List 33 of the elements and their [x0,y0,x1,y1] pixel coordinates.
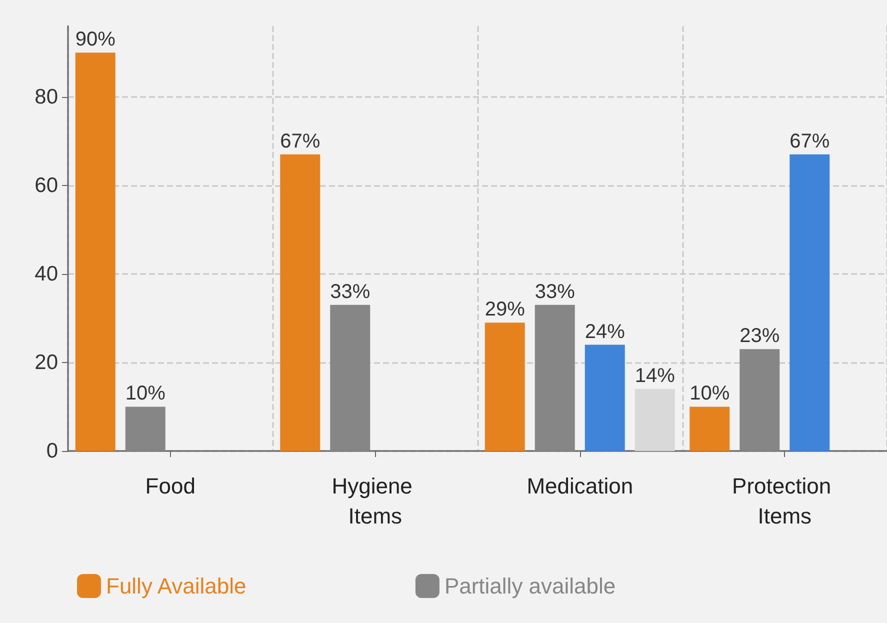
x-tick-label: Protection Items [732,474,838,528]
y-tick-label: 60 [34,174,58,197]
y-tick-label: 40 [34,262,58,286]
data-label: 14% [634,365,676,388]
data-label: 90% [75,28,116,51]
bar [125,406,166,451]
bar [740,349,780,451]
data-label: 29% [484,298,526,321]
bar [330,304,370,451]
bar [280,154,320,451]
x-tick-label: Food [145,474,196,498]
bar [634,389,675,451]
bar [484,322,525,451]
x-tick-label: Hygiene Items [332,474,419,528]
data-label: 67% [280,130,320,152]
bar [534,304,575,451]
data-label: 67% [790,130,830,152]
data-label: 10% [690,382,730,405]
data-label: 24% [584,320,626,343]
bar [584,344,625,451]
data-label: 23% [740,325,780,348]
y-tick-label: 0 [46,440,58,462]
x-tick-label: Medication [526,474,634,498]
data-label: 33% [534,280,576,303]
y-tick-label: 80 [34,85,58,108]
bar [790,154,830,451]
y-tick-label: 20 [34,350,58,374]
data-label: 10% [125,382,166,405]
bar [75,52,116,451]
legend-label: Partially available [444,574,616,598]
bar [690,406,730,451]
data-label: 33% [330,280,370,303]
legend-label: Fully Available [106,574,246,598]
